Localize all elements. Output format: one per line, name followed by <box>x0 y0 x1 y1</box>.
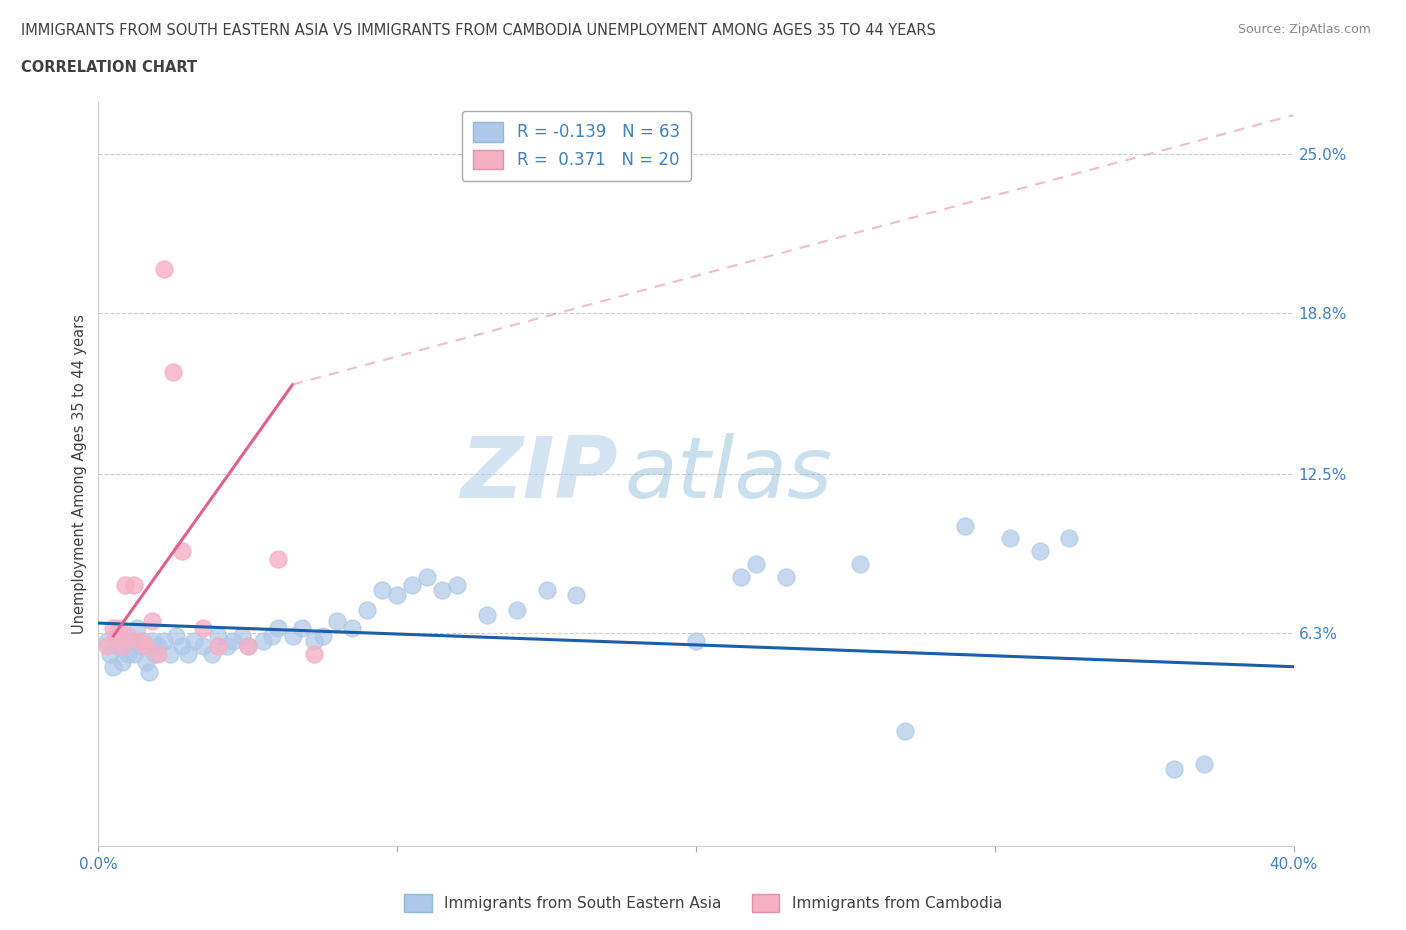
Point <box>475 608 498 623</box>
Point <box>401 578 423 592</box>
Point <box>148 639 170 654</box>
Point <box>153 261 176 276</box>
Point <box>108 621 131 636</box>
Point <box>148 646 170 661</box>
Point <box>215 639 238 654</box>
Point <box>105 629 128 644</box>
Legend: Immigrants from South Eastern Asia, Immigrants from Cambodia: Immigrants from South Eastern Asia, Immi… <box>398 888 1008 918</box>
Point <box>105 629 128 644</box>
Point <box>291 621 314 636</box>
Point <box>302 633 325 648</box>
Y-axis label: Unemployment Among Ages 35 to 44 years: Unemployment Among Ages 35 to 44 years <box>72 314 87 634</box>
Point <box>96 633 118 648</box>
Point <box>775 569 797 584</box>
Point <box>416 569 439 584</box>
Point <box>141 633 163 648</box>
Point <box>998 531 1021 546</box>
Point <box>302 646 325 661</box>
Point <box>1163 762 1185 777</box>
Point <box>207 639 229 654</box>
Point <box>1028 544 1050 559</box>
Point <box>267 551 290 566</box>
Point <box>108 639 131 654</box>
Point <box>127 621 149 636</box>
Point <box>326 613 349 628</box>
Point <box>103 659 125 674</box>
Point <box>260 629 283 644</box>
Point <box>153 633 176 648</box>
Point <box>138 664 160 679</box>
Text: ZIP: ZIP <box>461 432 619 516</box>
Point <box>356 603 378 618</box>
Point <box>103 621 125 636</box>
Point <box>745 557 768 572</box>
Point <box>135 654 157 669</box>
Point <box>143 646 166 661</box>
Text: IMMIGRANTS FROM SOUTH EASTERN ASIA VS IMMIGRANTS FROM CAMBODIA UNEMPLOYMENT AMON: IMMIGRANTS FROM SOUTH EASTERN ASIA VS IM… <box>21 23 936 38</box>
Point <box>430 582 453 597</box>
Point <box>124 646 146 661</box>
Point <box>371 582 394 597</box>
Point <box>685 633 707 648</box>
Point <box>177 646 200 661</box>
Point <box>1192 757 1215 772</box>
Point <box>385 588 409 603</box>
Point <box>165 629 187 644</box>
Point <box>117 646 139 661</box>
Point <box>953 518 976 533</box>
Point <box>120 633 142 648</box>
Point <box>191 639 214 654</box>
Point <box>129 633 152 648</box>
Point <box>849 557 872 572</box>
Legend: R = -0.139   N = 63, R =  0.371   N = 20: R = -0.139 N = 63, R = 0.371 N = 20 <box>461 111 692 180</box>
Point <box>730 569 752 584</box>
Point <box>236 639 259 654</box>
Point <box>183 633 205 648</box>
Point <box>191 621 214 636</box>
Point <box>565 588 588 603</box>
Point <box>132 633 155 648</box>
Point <box>172 544 194 559</box>
Point <box>114 633 136 648</box>
Point <box>124 578 146 592</box>
Point <box>222 633 245 648</box>
Point <box>267 621 290 636</box>
Point <box>281 629 304 644</box>
Point <box>159 646 181 661</box>
Point <box>446 578 468 592</box>
Point <box>162 365 184 379</box>
Point <box>207 629 229 644</box>
Point <box>96 639 118 654</box>
Point <box>506 603 529 618</box>
Point <box>117 629 139 644</box>
Point <box>111 639 134 654</box>
Point <box>236 639 259 654</box>
Point <box>114 578 136 592</box>
Point <box>135 639 157 654</box>
Point <box>100 646 122 661</box>
Point <box>1059 531 1081 546</box>
Point <box>141 613 163 628</box>
Point <box>172 639 194 654</box>
Text: Source: ZipAtlas.com: Source: ZipAtlas.com <box>1237 23 1371 36</box>
Point <box>231 629 253 644</box>
Point <box>894 724 917 738</box>
Point <box>201 646 224 661</box>
Point <box>252 633 274 648</box>
Text: CORRELATION CHART: CORRELATION CHART <box>21 60 197 75</box>
Point <box>111 654 134 669</box>
Text: atlas: atlas <box>624 432 832 516</box>
Point <box>536 582 558 597</box>
Point <box>342 621 364 636</box>
Point <box>311 629 333 644</box>
Point <box>129 639 152 654</box>
